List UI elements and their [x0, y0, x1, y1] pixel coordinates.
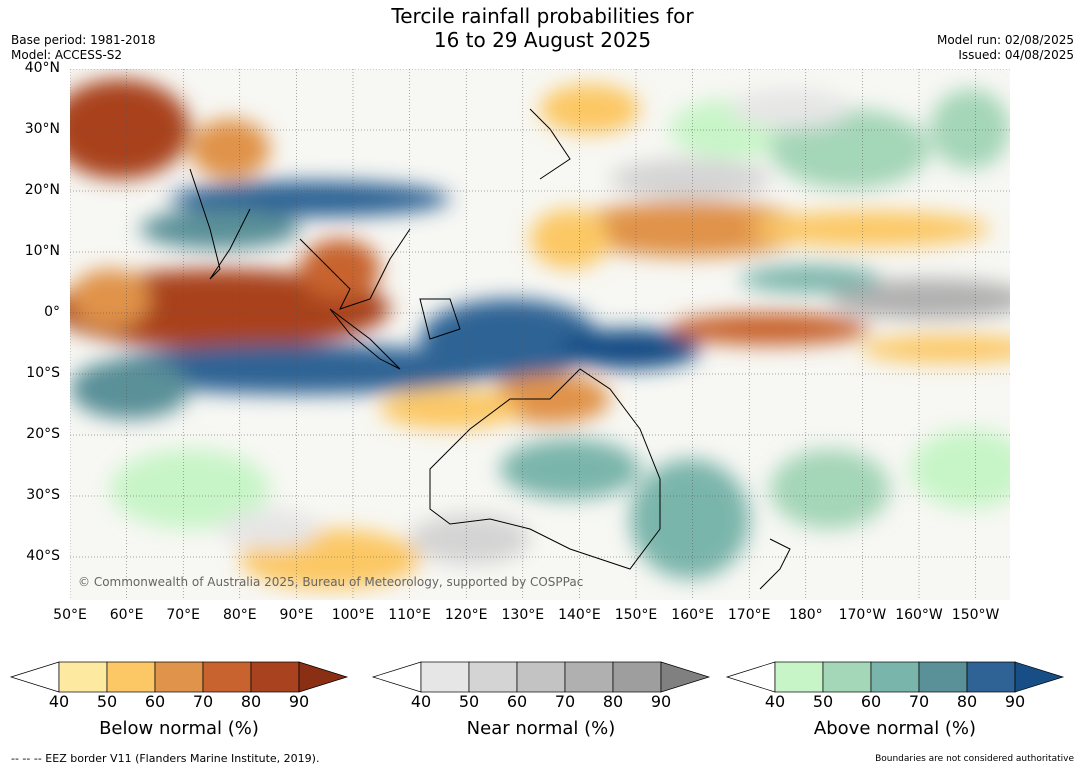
colorbars [9, 661, 1065, 693]
coastline-overlay [189, 108, 791, 590]
longitude-label: 140°E [558, 607, 601, 623]
colorbar-tick: 80 [956, 692, 978, 711]
longitude-label: 100°E [331, 607, 375, 623]
colorbar-segment [154, 661, 204, 693]
colorbar-tick: 60 [506, 692, 528, 711]
longitude-label: 120°E [444, 607, 488, 623]
colorbar-tick: 40 [410, 692, 432, 711]
probability-field [70, 79, 1010, 589]
longitude-label: 80°E [222, 607, 257, 623]
colorbar-segment [774, 661, 824, 693]
colorbar-min-arrow [725, 661, 776, 693]
latitude-label: 30°N [24, 121, 60, 137]
meta-right: Model run: 02/08/2025 Issued: 04/08/2025 [937, 33, 1074, 63]
latitude-label: 40°S [26, 548, 60, 564]
indochina-coast [299, 228, 411, 310]
latitude-label: 20°N [24, 182, 60, 198]
new-zealand-coast [759, 538, 791, 590]
colorbar-segment [966, 661, 1016, 693]
colorbar-tick: 50 [96, 692, 118, 711]
meta-left: Base period: 1981-2018 Model: ACCESS-S2 [11, 33, 156, 63]
colorbar-segment [870, 661, 920, 693]
colorbar-segment [918, 661, 968, 693]
longitude-label: 70°E [166, 607, 201, 623]
india-coast [189, 168, 251, 280]
colorbar-segment [58, 661, 108, 693]
copyright-text: © Commonwealth of Australia 2025, Bureau… [78, 575, 583, 589]
colorbar-tick: 70 [554, 692, 576, 711]
longitude-label: 170°W [838, 607, 887, 623]
longitude-label: 160°E [671, 607, 714, 623]
colorbar [371, 661, 711, 693]
longitude-label: 150°W [951, 607, 1000, 623]
longitude-label: 50°E [53, 607, 87, 623]
colorbar-min-arrow [9, 661, 60, 693]
colorbar-tick: 40 [764, 692, 786, 711]
longitude-label: 170°E [727, 607, 771, 623]
colorbar-max-arrow [660, 661, 711, 693]
rainfall-map: © Commonwealth of Australia 2025, Bureau… [70, 69, 1010, 600]
colorbar-tick: 90 [288, 692, 310, 711]
eez-border-note: -- -- -- EEZ border V11 (Flanders Marine… [11, 752, 320, 765]
title-line-2: 16 to 29 August 2025 [433, 28, 652, 52]
longitude-label: 110°E [388, 607, 431, 623]
colorbar-tick: 40 [48, 692, 70, 711]
colorbar-tick: 60 [860, 692, 882, 711]
colorbar-segment [612, 661, 662, 693]
colorbar-segment [250, 661, 300, 693]
colorbar-tick: 50 [812, 692, 834, 711]
model-name: Model: ACCESS-S2 [11, 48, 123, 62]
graticule [70, 69, 1010, 600]
colorbar-segment [106, 661, 156, 693]
latitude-label: 10°S [26, 365, 60, 381]
longitude-label: 60°E [109, 607, 144, 623]
colorbar-tick: 50 [458, 692, 480, 711]
colorbar-tick: 80 [602, 692, 624, 711]
title-line-1: Tercile rainfall probabilities for [391, 4, 694, 28]
colorbar [9, 661, 349, 693]
colorbar-segment [822, 661, 872, 693]
colorbar-tick: 70 [908, 692, 930, 711]
colorbar-title: Above normal (%) [813, 718, 977, 739]
issued-date: Issued: 04/08/2025 [958, 48, 1074, 62]
colorbar-segment [468, 661, 518, 693]
colorbar-tick: 90 [1004, 692, 1026, 711]
longitude-label: 130°E [501, 607, 545, 623]
map-title: Tercile rainfall probabilities for 16 to… [0, 4, 1085, 52]
australia-coast [429, 368, 661, 570]
colorbar-segment [202, 661, 252, 693]
colorbar [725, 661, 1065, 693]
colorbar-tick: 70 [192, 692, 214, 711]
boundary-disclaimer: Boundaries are not considered authoritat… [875, 754, 1074, 764]
longitude-label: 160°W [895, 607, 943, 623]
colorbar-title: Below normal (%) [99, 718, 259, 739]
colorbar-tick: 80 [240, 692, 262, 711]
colorbar-min-arrow [371, 661, 422, 693]
colorbar-max-arrow [1014, 661, 1065, 693]
longitude-label: 180° [788, 607, 823, 623]
latitude-label: 10°N [24, 243, 60, 259]
colorbar-title: Near normal (%) [466, 718, 616, 739]
colorbar-tick: 60 [144, 692, 166, 711]
longitude-label: 150°E [614, 607, 658, 623]
colorbar-segment [420, 661, 470, 693]
colorbar-segment [564, 661, 614, 693]
base-period: Base period: 1981-2018 [11, 33, 156, 47]
colorbar-max-arrow [298, 661, 349, 693]
latitude-label: 30°S [26, 487, 60, 503]
latitude-label: 0° [44, 304, 60, 320]
latitude-label: 40°N [24, 60, 60, 76]
colorbar-tick: 90 [650, 692, 672, 711]
sumatra-coast [329, 308, 401, 370]
colorbar-segment [516, 661, 566, 693]
latitude-label: 20°S [26, 426, 60, 442]
longitude-label: 90°E [279, 607, 314, 623]
japan-coast [529, 108, 571, 180]
model-run: Model run: 02/08/2025 [936, 33, 1074, 47]
borneo-coast [419, 298, 461, 340]
